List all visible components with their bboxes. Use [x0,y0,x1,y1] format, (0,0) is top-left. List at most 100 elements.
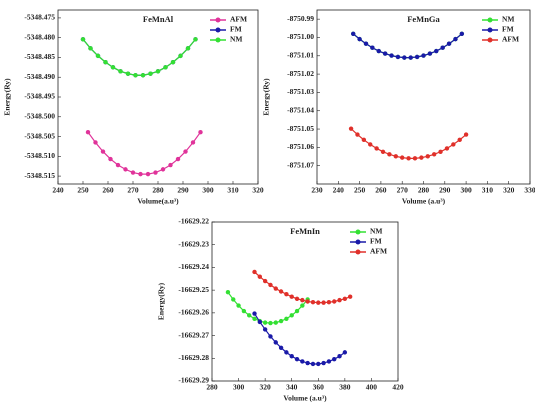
y-axis-label: Energy(Ry) [157,282,166,320]
data-point [185,46,191,51]
x-tick-label: 240 [52,186,64,195]
x-tick-label: 280 [152,186,164,195]
data-point [118,69,123,74]
data-point [370,45,375,50]
data-point [389,53,394,58]
x-tick-label: 290 [177,186,189,195]
data-point [95,53,101,59]
x-tick-label: 310 [482,186,494,195]
data-point [140,73,146,78]
data-point [125,71,131,76]
data-point [332,356,337,362]
x-tick-label: 240 [333,186,345,195]
data-point [321,300,326,305]
series-line [254,313,346,365]
data-point [284,350,289,355]
data-point [427,51,433,56]
legend-label: FM [502,25,514,34]
data-point [231,297,236,302]
data-point [376,48,381,54]
series-line [227,291,309,324]
data-point [368,142,373,147]
data-point [148,71,153,76]
x-tick-label: 300 [460,186,472,195]
data-point [300,359,305,364]
legend-marker [215,17,221,23]
y-tick-label: -8751.04 [287,105,314,114]
data-point [289,294,294,299]
data-point [425,154,430,159]
data-point [453,36,458,42]
legend-marker [355,229,361,235]
y-tick-label: -8751.05 [287,124,314,133]
y-tick-label: -8750.99 [287,14,314,23]
data-point [440,45,445,50]
x-tick-label: 360 [313,383,325,392]
data-point [402,55,407,60]
data-point [361,137,367,143]
data-point [459,31,465,37]
series-line [87,131,201,175]
data-point [294,308,300,314]
data-point [387,152,392,157]
data-point [305,299,310,304]
x-axis-label: Volume (a.u³) [283,394,327,403]
data-point [463,132,469,137]
data-point [357,36,362,42]
y-tick-label: -16629.24 [178,262,209,271]
legend-marker [487,37,493,43]
data-point [310,361,316,367]
data-point [170,60,176,65]
x-tick-label: 300 [233,383,245,392]
legend-label: AFM [230,15,247,24]
x-tick-label: 280 [206,383,218,392]
data-point [123,167,128,172]
data-point [446,41,452,46]
y-tick-label: -16629.23 [178,239,209,248]
data-point [294,296,300,301]
data-point [257,319,263,325]
x-tick-label: 400 [366,383,378,392]
y-tick-label: -8751.00 [287,32,314,41]
data-point [262,278,268,284]
data-point [342,296,348,301]
data-point [316,361,321,367]
data-point [80,37,86,42]
series-line [82,38,196,76]
data-point [110,65,116,70]
data-point [363,41,369,46]
y-tick-label: -8751.07 [287,160,314,169]
data-point [268,320,273,326]
x-tick-label: 230 [311,186,323,195]
chart-title: FeMnAl [143,14,174,24]
data-point [289,313,294,318]
legend-marker [487,27,493,33]
data-point [355,132,360,137]
data-point [115,162,121,168]
y-tick-label: -16629.27 [178,330,209,339]
data-point [225,289,231,295]
data-point [163,65,168,70]
y-tick-label: -16629.25 [178,285,209,294]
x-tick-label: 270 [397,186,409,195]
data-point [100,149,106,154]
data-point [138,171,143,177]
data-point [400,155,405,160]
y-tick-label: -16629.22 [178,217,209,226]
data-point [160,167,166,172]
x-tick-label: 290 [439,186,451,195]
y-tick-label: -5348.495 [24,92,55,101]
x-tick-label: 320 [252,186,264,195]
chart-panel: 240 250 260 270 280 290 300 310 320 -5348.475 -534… [3,9,264,206]
plot-frame [211,221,399,382]
data-point [395,54,401,60]
data-point [337,354,342,359]
plot-frame [57,9,259,185]
data-point [300,297,305,303]
legend-label: FM [230,25,242,34]
data-point [252,316,257,321]
legend-marker [355,239,361,245]
data-point [408,55,413,60]
data-point [438,149,443,154]
